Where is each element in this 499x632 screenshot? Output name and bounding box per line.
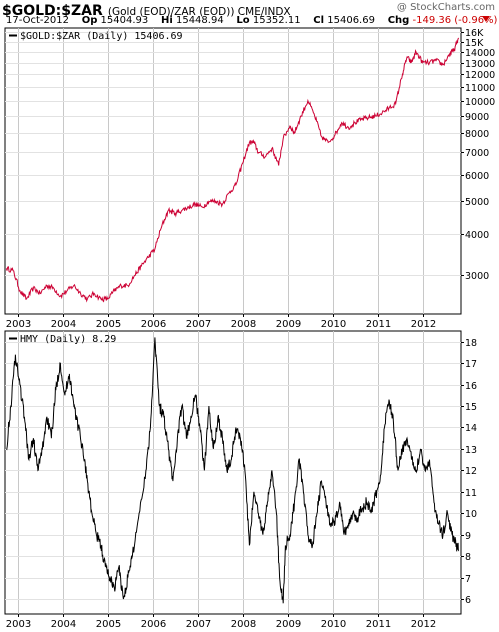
- hmy-panel: 6 7 8 9 10 11 12 13 14 15 16 17 18 HMY (Daily) 8.29: [4, 330, 477, 615]
- x-tick-label: 2009: [276, 319, 301, 330]
- y-tick-label: 13: [465, 445, 477, 456]
- quote-date: 17-Oct-2012: [6, 15, 69, 26]
- y-tick-label: 13000: [465, 59, 495, 70]
- x-tick-label: 2011: [366, 319, 391, 330]
- y-tick-label: 6000: [465, 171, 489, 182]
- x-tick-label: 2012: [411, 619, 436, 630]
- quote-line: 17-Oct-2012 Op 15404.93 Hi 15448.94 Lo 1…: [6, 15, 497, 26]
- y-tick-label: 15: [465, 402, 477, 413]
- y-tick-label: 5000: [465, 197, 489, 208]
- y-tick-label: 10: [465, 509, 477, 520]
- change-value: -149.36 (-0.96%): [412, 15, 498, 26]
- panel-frame: [4, 330, 462, 615]
- y-tick-label: 12000: [465, 70, 495, 81]
- close-value: 15406.69: [327, 15, 375, 26]
- chart-title: $GOLD:$ZAR (Gold (EOD)/ZAR (EOD)) CME/IN…: [2, 0, 291, 19]
- y-tick-label: 15K: [465, 38, 484, 49]
- change-label: Chg: [387, 15, 410, 26]
- y-tick-label: 7: [465, 574, 471, 585]
- close-label: Cl: [313, 15, 325, 26]
- x-tick-label: 2011: [366, 619, 391, 630]
- x-tick-label: 2004: [51, 619, 76, 630]
- y-tick-label: 3000: [465, 271, 489, 282]
- y-tick-label: 11000: [465, 83, 495, 94]
- high-value: 15448.94: [175, 15, 224, 26]
- x-axis-bottom: 2003 2004 2005 2006 2007 2008 2009 2010 2011 2012: [6, 614, 436, 630]
- y-tick-label: 4000: [465, 230, 489, 241]
- legend-label: HMY (Daily) 8.29: [20, 334, 116, 345]
- low-label: Lo: [236, 15, 250, 26]
- brand-logo[interactable]: @ StockCharts.com: [396, 2, 495, 13]
- x-tick-label: 2005: [96, 319, 121, 330]
- x-tick-label: 2003: [6, 319, 31, 330]
- y-tick-label: 9000: [465, 112, 489, 123]
- series-line: [5, 37, 460, 303]
- y-tick-label: 8000: [465, 129, 489, 140]
- y-tick-label: 11: [465, 488, 477, 499]
- x-tick-label: 2007: [186, 619, 211, 630]
- x-tick-label: 2006: [141, 319, 166, 330]
- series-line: [6, 337, 460, 604]
- high-label: Hi: [160, 15, 173, 26]
- y-tick-label: 14: [465, 423, 477, 434]
- y-tick-label: 18: [465, 338, 477, 349]
- down-arrow-icon: [482, 16, 490, 22]
- x-tick-label: 2005: [96, 619, 121, 630]
- legend-label: $GOLD:$ZAR (Daily) 15406.69: [20, 31, 183, 42]
- x-tick-label: 2010: [321, 619, 346, 630]
- y-tick-label: 14000: [465, 48, 495, 59]
- x-tick-label: 2007: [186, 319, 211, 330]
- y-tick-label: 16K: [465, 28, 484, 39]
- x-tick-label: 2010: [321, 319, 346, 330]
- y-tick-label: 12: [465, 466, 477, 477]
- y-tick-label: 7000: [465, 148, 489, 159]
- x-tick-label: 2006: [141, 619, 166, 630]
- panel-frame: [4, 27, 462, 315]
- symbol: $GOLD:$ZAR: [2, 3, 103, 19]
- open-value: 15404.93: [100, 15, 149, 26]
- x-tick-label: 2003: [6, 619, 31, 630]
- x-axis-top: 2003 2004 2005 2006 2007 2008 2009 2010 2011 2012: [6, 314, 436, 330]
- y-tick-label: 8: [465, 552, 471, 563]
- x-tick-label: 2004: [51, 319, 76, 330]
- y-tick-label: 10000: [465, 97, 495, 108]
- y-tick-label: 17: [465, 359, 477, 370]
- x-tick-label: 2012: [411, 319, 436, 330]
- open-label: Op: [81, 15, 98, 26]
- low-value: 15352.11: [252, 15, 301, 26]
- y-tick-label: 6: [465, 595, 471, 606]
- y-tick-label: 16: [465, 381, 477, 392]
- y-tick-label: 9: [465, 531, 471, 542]
- x-tick-label: 2009: [276, 619, 301, 630]
- symbol-description: (Gold (EOD)/ZAR (EOD)) CME/INDX: [107, 6, 291, 18]
- x-tick-label: 2008: [231, 619, 256, 630]
- x-tick-label: 2008: [231, 319, 256, 330]
